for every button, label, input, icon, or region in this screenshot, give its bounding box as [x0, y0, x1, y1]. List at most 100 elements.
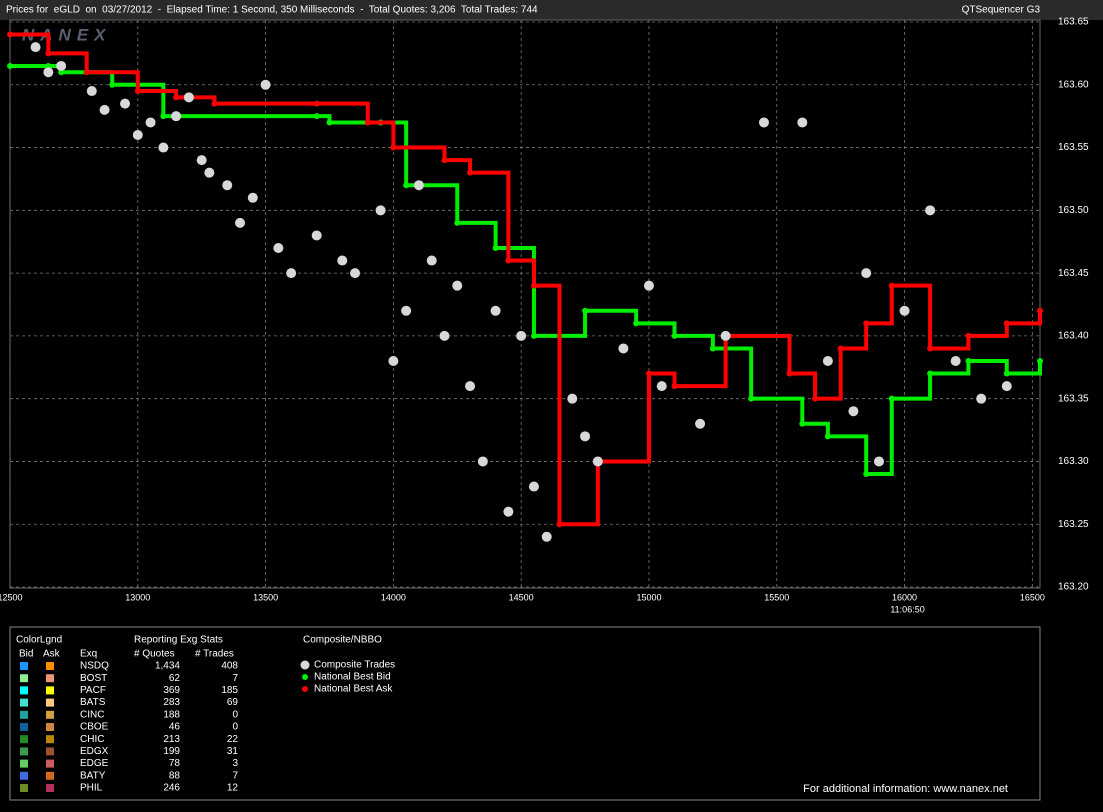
quotes: 188	[163, 709, 180, 720]
nbbo-point	[824, 433, 831, 440]
nbbo-point	[1037, 358, 1043, 364]
trade-marker	[758, 117, 769, 128]
y-tick-label: 163.50	[1058, 205, 1089, 216]
trade-marker	[388, 356, 399, 366]
legend-header: Bid	[19, 649, 33, 660]
trade-marker	[43, 67, 54, 78]
nbbo-point	[109, 81, 116, 88]
nbbo-point	[492, 245, 499, 251]
nbbo-point	[160, 113, 167, 120]
y-tick-label: 163.60	[1058, 79, 1089, 90]
legend-title: ColorLgnd	[16, 635, 62, 646]
ask-swatch	[46, 759, 54, 768]
trade-marker	[30, 42, 41, 53]
exchange: BATY	[80, 770, 106, 781]
nbbo-point	[45, 62, 52, 69]
ask-swatch	[46, 735, 54, 744]
legend-header: Exq	[80, 649, 97, 660]
trade-marker	[439, 330, 450, 341]
trade-marker	[656, 381, 667, 392]
legend-header: Ask	[43, 649, 61, 660]
nbbo-point	[45, 50, 52, 57]
x-tick-label: 13500	[253, 592, 278, 602]
trades: 0	[232, 722, 238, 733]
trade-marker	[643, 280, 654, 291]
nbbo-point	[888, 282, 895, 289]
ask-swatch	[46, 723, 54, 731]
nbbo-point	[799, 420, 806, 427]
trade-marker	[618, 343, 629, 354]
bid-swatch	[20, 674, 28, 683]
exchange: EDGE	[80, 758, 109, 769]
header-bar	[0, 0, 1103, 20]
trade-marker	[516, 330, 527, 341]
trade-marker	[1001, 381, 1012, 392]
nbbo-point	[530, 282, 537, 289]
stats-header: # Trades	[195, 649, 234, 660]
trade-marker	[490, 305, 501, 316]
trade-marker	[260, 79, 271, 90]
footer: For additional information: www.nanex.ne…	[803, 783, 1008, 795]
nbbo-point	[530, 332, 537, 339]
trade-marker	[452, 280, 463, 291]
exchange: CINC	[80, 709, 104, 720]
quotes: 369	[163, 685, 180, 696]
trades: 408	[221, 661, 238, 672]
nbbo-line	[10, 63, 1042, 476]
trade-marker	[465, 381, 476, 392]
plot	[7, 20, 1043, 588]
legend-panel	[9, 626, 1041, 801]
y-tick-label: 163.40	[1058, 331, 1089, 342]
nbbo-point	[505, 257, 512, 264]
header-app: QTSequencer G3	[962, 5, 1041, 16]
trades: 31	[227, 746, 239, 757]
trade-marker	[567, 393, 578, 404]
nbbo-point	[326, 119, 333, 126]
nbbo-point	[1037, 307, 1043, 314]
trade-marker	[56, 60, 67, 71]
trade-marker	[204, 167, 215, 178]
header-title: Prices for eGLD on 03/27/2012 - Elapsed …	[6, 5, 538, 16]
trade-marker	[797, 117, 808, 128]
exchange: CBOE	[80, 722, 109, 733]
trades: 7	[232, 673, 238, 684]
nbbo-point	[671, 332, 678, 339]
trade-marker	[925, 205, 936, 216]
trade-marker	[235, 217, 246, 228]
nbbo-point	[748, 395, 755, 402]
trade-marker	[337, 255, 348, 266]
trade-marker	[222, 180, 233, 191]
nbbo-point	[134, 88, 141, 95]
trade-marker	[120, 98, 131, 109]
exchange: BOST	[80, 673, 107, 684]
ask-swatch	[46, 662, 54, 670]
trade-marker	[286, 268, 297, 279]
trade-marker	[99, 104, 110, 115]
nbbo-point	[863, 471, 870, 477]
ask-swatch	[46, 674, 54, 683]
x-tick-label: 15000	[636, 592, 661, 602]
trade-marker	[401, 305, 412, 316]
nbbo-point	[1003, 370, 1010, 377]
nbbo-point	[633, 320, 640, 327]
legend-marker	[302, 674, 308, 680]
nbbo-point	[1003, 320, 1010, 327]
trade-marker	[848, 406, 859, 417]
bid-swatch	[20, 686, 28, 695]
y-tick-label: 163.20	[1058, 582, 1089, 593]
trade-marker	[158, 142, 169, 153]
x-tick-label: 16000	[892, 592, 917, 602]
nbbo-point	[83, 69, 90, 76]
trades: 12	[227, 783, 239, 794]
nbbo-point	[7, 62, 13, 69]
nbbo-point	[556, 521, 563, 528]
nbbo-point	[582, 307, 589, 314]
nbbo-point	[837, 345, 844, 352]
trades: 7	[232, 770, 238, 781]
y-tick-label: 163.30	[1058, 456, 1089, 467]
nbbo-title: Composite/NBBO	[303, 635, 382, 646]
quotes: 199	[163, 746, 180, 757]
ask-swatch	[46, 710, 54, 719]
nbbo-line	[10, 32, 1042, 527]
ask-swatch	[46, 784, 54, 792]
